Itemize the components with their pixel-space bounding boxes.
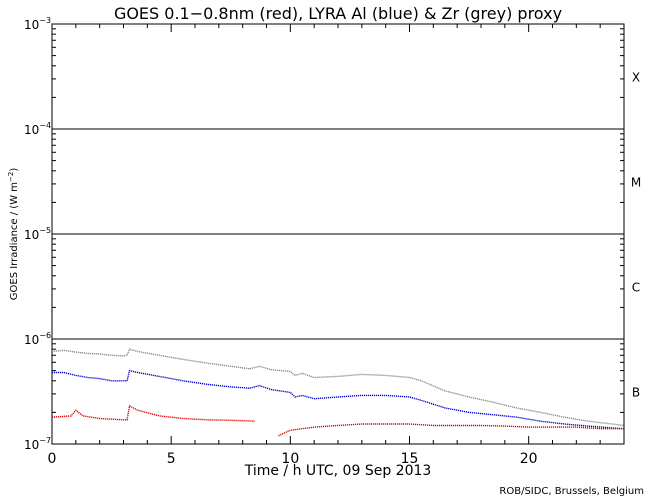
flare-class-m: M: [631, 176, 641, 190]
flare-class-c: C: [632, 281, 640, 295]
flare-class-lines: [52, 128, 624, 340]
series-goes: [51, 404, 624, 437]
series-zr-proxy: [51, 348, 625, 427]
x-tick-label: 5: [167, 451, 176, 467]
series-al-proxy: [52, 369, 625, 430]
flare-class-labels: B C M X: [631, 71, 641, 400]
x-tick-label: 10: [281, 451, 299, 467]
y-tick-label: 10−5: [24, 226, 51, 242]
y-tick-label: 10−6: [24, 331, 51, 347]
x-axis: 0 5 10 15 20: [48, 24, 625, 467]
y-axis-label: GOES Irradiance / (W m−2): [7, 168, 20, 301]
y-tick-label: 10−3: [24, 16, 51, 32]
x-tick-label: 15: [401, 451, 419, 467]
chart-title: GOES 0.1−0.8nm (red), LYRA Al (blue) & Z…: [114, 4, 562, 23]
y-axis-label-main: GOES Irradiance / (W m: [9, 182, 20, 300]
y-tick-label: 10−7: [24, 436, 51, 452]
x-tick-label: 0: [48, 451, 57, 467]
x-tick-label: 20: [520, 451, 538, 467]
y-axis-label-close: ): [9, 168, 20, 172]
y-axis-label-exponent: −2: [7, 172, 15, 182]
y-axis: 10−7 10−6 10−5 10−4 10−3: [24, 16, 624, 452]
y-tick-label: 10−4: [24, 121, 51, 137]
credit-text: ROB/SIDC, Brussels, Belgium: [499, 486, 644, 497]
flare-class-x: X: [632, 71, 640, 85]
x-axis-label: Time / h UTC, 09 Sep 2013: [244, 463, 432, 479]
flare-class-b: B: [632, 386, 640, 400]
data-series: [51, 348, 625, 437]
